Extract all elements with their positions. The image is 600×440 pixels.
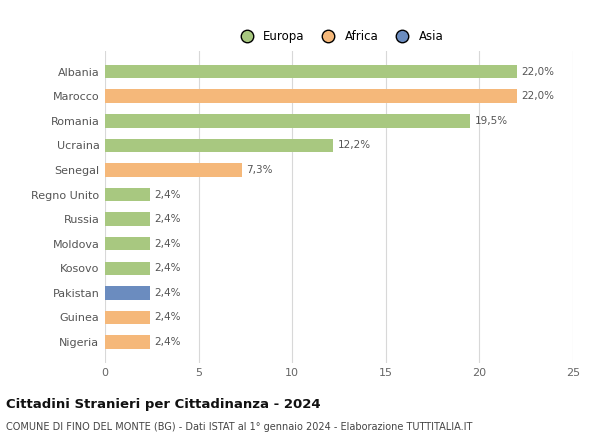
Text: 2,4%: 2,4% [155,238,181,249]
Bar [105,163,242,177]
Text: 19,5%: 19,5% [475,116,508,126]
Text: 7,3%: 7,3% [247,165,273,175]
Bar [105,65,517,78]
Bar [105,311,150,324]
Text: 2,4%: 2,4% [155,214,181,224]
Text: 2,4%: 2,4% [155,337,181,347]
Bar [105,261,150,275]
Legend: Europa, Africa, Asia: Europa, Africa, Asia [230,25,448,48]
Text: 2,4%: 2,4% [155,312,181,323]
Bar [105,188,150,201]
Text: 2,4%: 2,4% [155,190,181,199]
Text: 22,0%: 22,0% [521,91,554,101]
Bar [105,286,150,300]
Bar [105,89,517,103]
Bar [105,139,334,152]
Text: 2,4%: 2,4% [155,288,181,298]
Text: 12,2%: 12,2% [338,140,371,150]
Bar [105,237,150,250]
Bar [105,335,150,349]
Bar [105,213,150,226]
Text: Cittadini Stranieri per Cittadinanza - 2024: Cittadini Stranieri per Cittadinanza - 2… [6,398,320,411]
Text: 22,0%: 22,0% [521,66,554,77]
Text: 2,4%: 2,4% [155,263,181,273]
Text: COMUNE DI FINO DEL MONTE (BG) - Dati ISTAT al 1° gennaio 2024 - Elaborazione TUT: COMUNE DI FINO DEL MONTE (BG) - Dati IST… [6,422,472,433]
Bar [105,114,470,128]
